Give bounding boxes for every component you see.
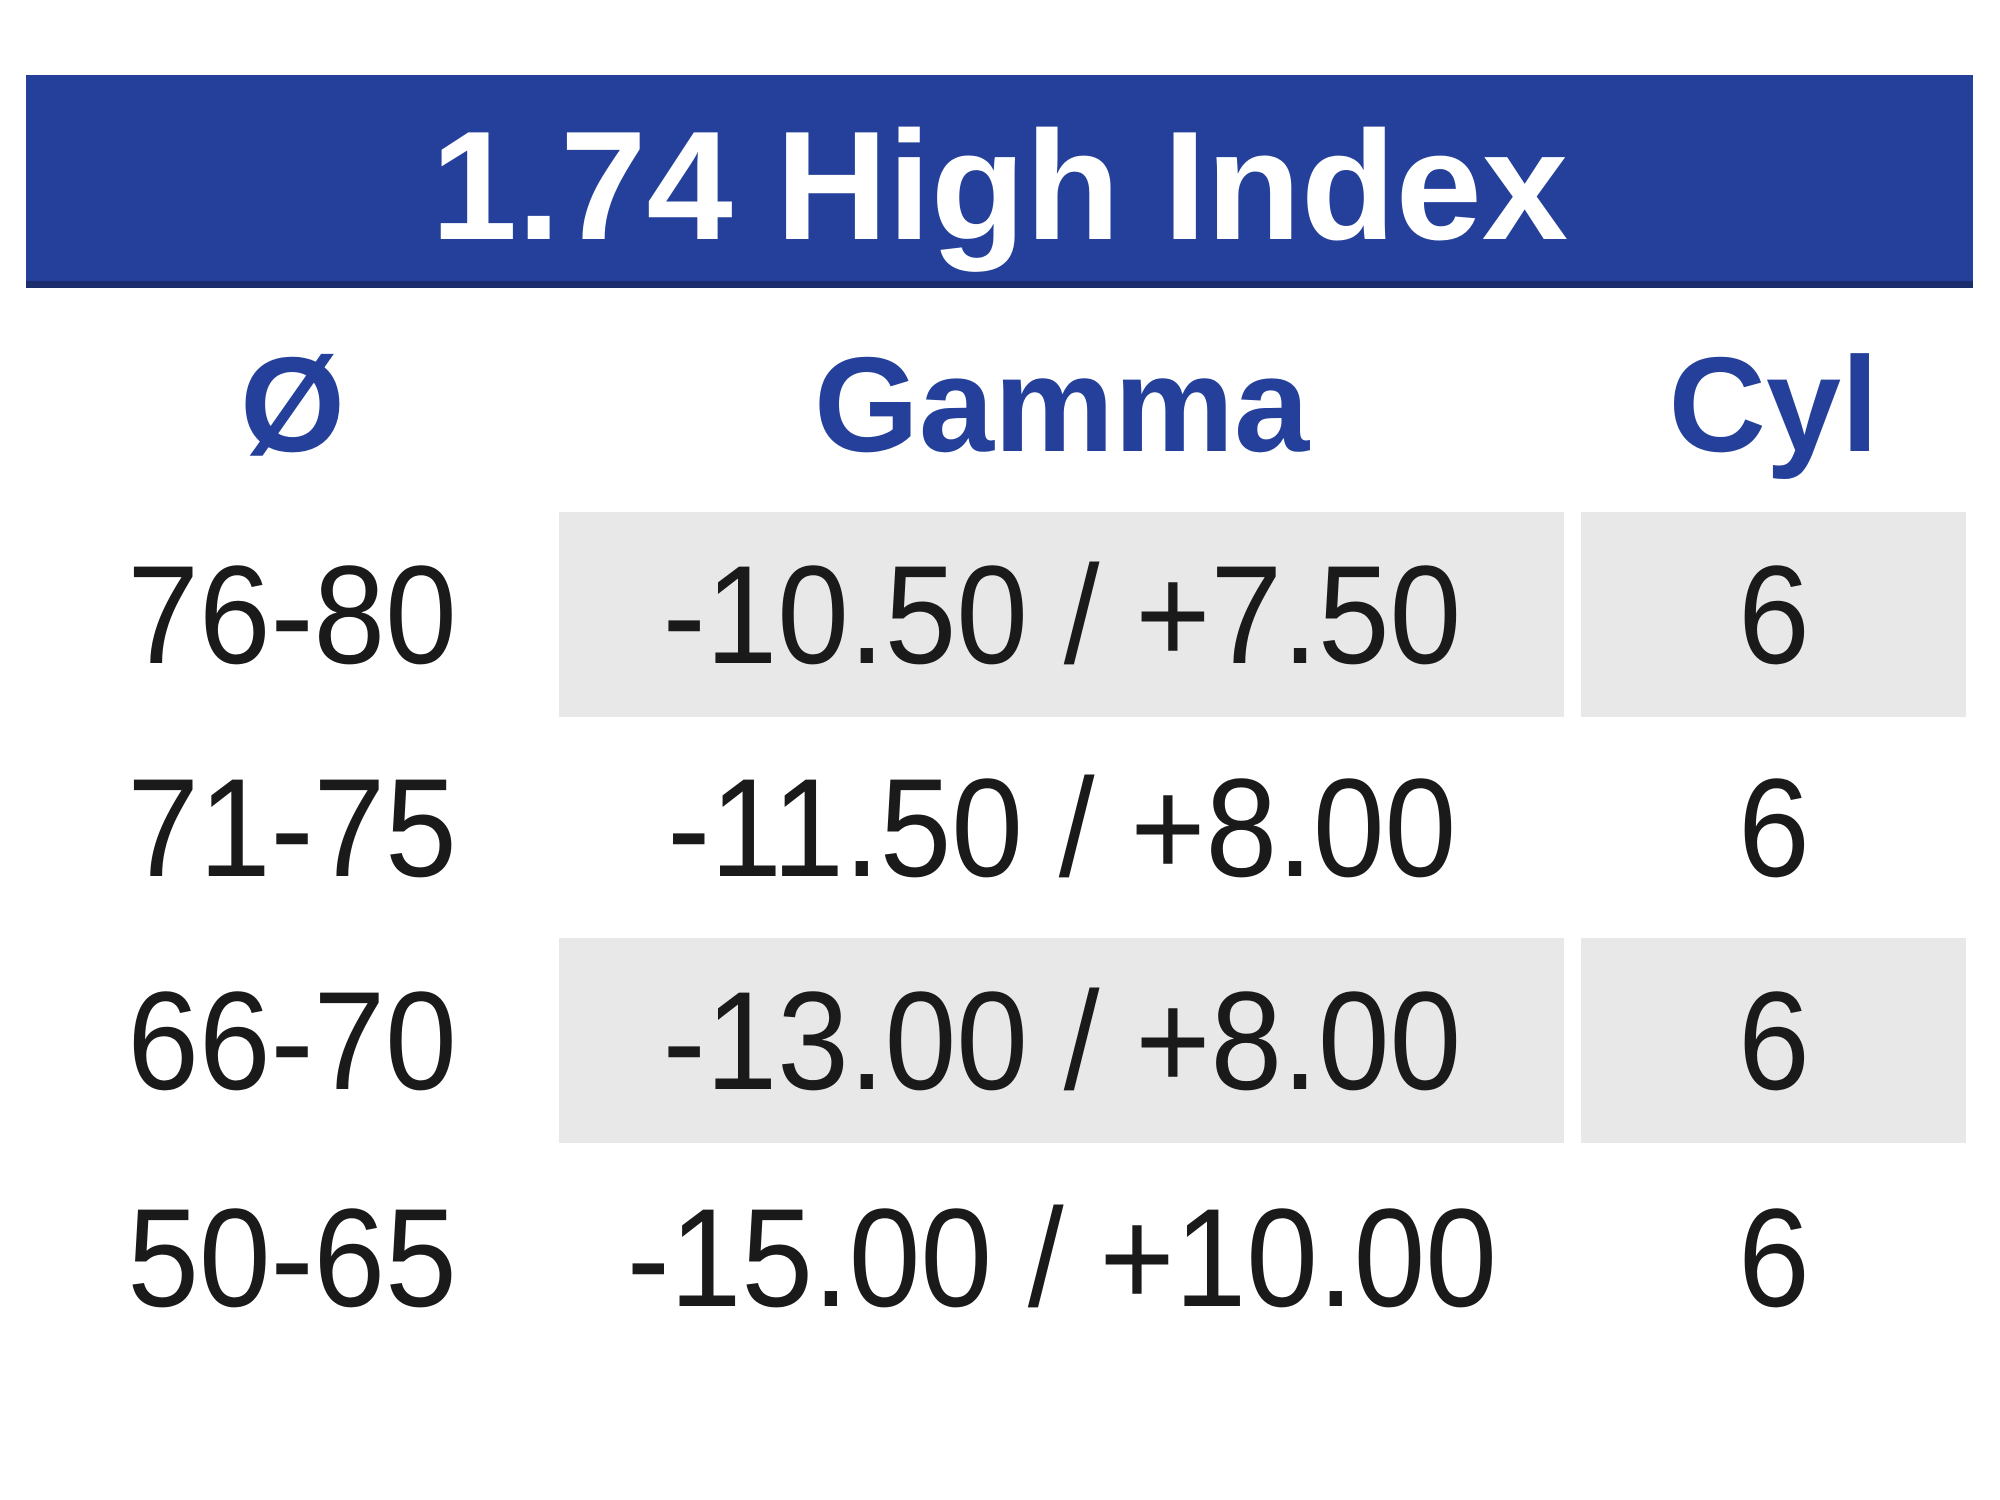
- diameter-cell: 66-70: [26, 938, 559, 1143]
- cyl-cell: 6: [1581, 1155, 1966, 1360]
- cyl-cell: 6: [1581, 725, 1966, 930]
- table-row: 66-70 -13.00 / +8.00 6: [26, 938, 1973, 1143]
- table-title: 1.74 High Index: [431, 98, 1568, 272]
- table-row: 76-80 -10.50 / +7.50 6: [26, 512, 1973, 717]
- gamma-cell: -15.00 / +10.00: [559, 1155, 1564, 1360]
- cyl-value: 6: [1737, 748, 1810, 906]
- cyl-cell: 6: [1581, 512, 1966, 717]
- gamma-cell: -11.50 / +8.00: [559, 725, 1564, 930]
- column-header-cyl-cell: Cyl: [1581, 318, 1966, 490]
- diameter-cell: 50-65: [26, 1155, 559, 1360]
- diameter-cell: 71-75: [26, 725, 559, 930]
- gamma-cell: -13.00 / +8.00: [559, 938, 1564, 1143]
- column-header-gamma-cell: Gamma: [559, 318, 1564, 490]
- diameter-value: 50-65: [127, 1178, 458, 1336]
- diameter-cell: 76-80: [26, 512, 559, 717]
- cyl-value: 6: [1737, 961, 1810, 1119]
- cyl-cell: 6: [1581, 938, 1966, 1143]
- diameter-value: 76-80: [127, 535, 458, 693]
- table-row: 50-65 -15.00 / +10.00 6: [26, 1155, 1973, 1360]
- gamma-value: -13.00 / +8.00: [662, 961, 1461, 1119]
- table-title-banner: 1.74 High Index: [26, 75, 1973, 288]
- cyl-value: 6: [1737, 535, 1810, 693]
- gamma-cell: -10.50 / +7.50: [559, 512, 1564, 717]
- diameter-value: 66-70: [127, 961, 458, 1119]
- column-header-cyl: Cyl: [1668, 328, 1879, 480]
- gamma-value: -11.50 / +8.00: [667, 748, 1456, 906]
- gamma-value: -15.00 / +10.00: [626, 1178, 1497, 1336]
- column-header-diameter-cell: Ø: [26, 318, 559, 490]
- table-header-row: Ø Gamma Cyl: [26, 318, 1973, 490]
- column-header-gamma: Gamma: [813, 328, 1310, 480]
- column-header-diameter: Ø: [239, 328, 345, 480]
- diameter-value: 71-75: [127, 748, 458, 906]
- gamma-value: -10.50 / +7.50: [662, 535, 1461, 693]
- cyl-value: 6: [1737, 1178, 1810, 1336]
- table-row: 71-75 -11.50 / +8.00 6: [26, 725, 1973, 930]
